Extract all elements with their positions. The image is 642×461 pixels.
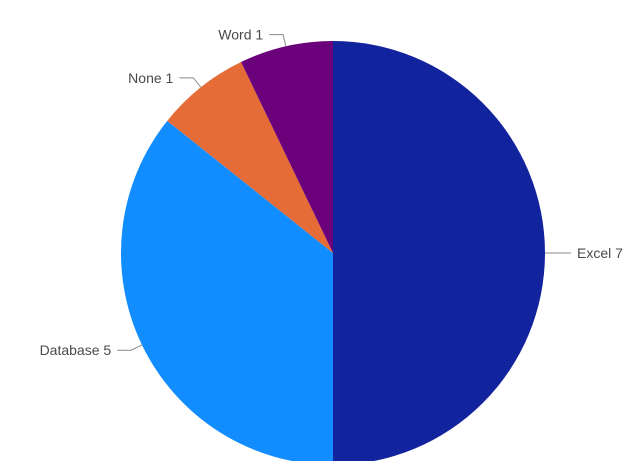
- pie-slice-none[interactable]: [167, 61, 333, 253]
- pie-data-labels: Excel 7 Database 5 None 1 Word 1: [40, 27, 624, 359]
- data-label-word: Word 1: [218, 27, 263, 43]
- leader-line-database: [117, 344, 143, 351]
- pie-slice-database[interactable]: [120, 120, 333, 461]
- pie-slice-word[interactable]: [241, 40, 333, 253]
- leader-line-word: [269, 34, 287, 47]
- pie-slice-excel[interactable]: [333, 41, 545, 461]
- data-label-excel: Excel 7: [577, 245, 623, 261]
- leader-line-none: [179, 77, 202, 88]
- data-label-none: None 1: [128, 70, 173, 86]
- data-label-database: Database 5: [40, 342, 112, 358]
- pie-slices: [120, 40, 545, 461]
- pie-leader-lines: [117, 34, 571, 351]
